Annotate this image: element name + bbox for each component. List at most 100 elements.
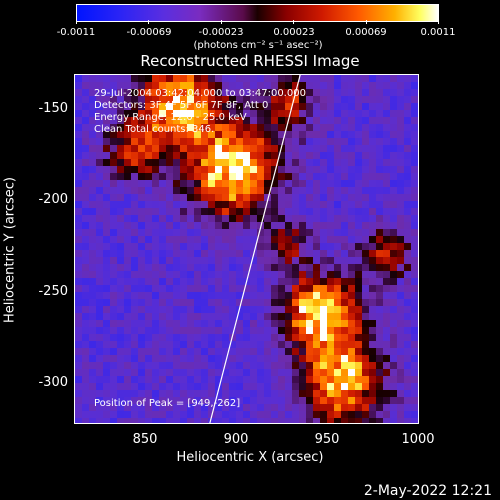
heatmap-cell (411, 299, 418, 306)
x-tick-label: 900 (223, 432, 249, 447)
heatmap-cell (250, 187, 257, 194)
heatmap-cell (103, 82, 110, 89)
heatmap-cell (313, 194, 320, 201)
heatmap-cell (285, 348, 292, 355)
heatmap-cell (334, 236, 341, 243)
heatmap-cell (348, 306, 355, 313)
heatmap-cell (334, 173, 341, 180)
heatmap-cell (222, 117, 229, 124)
heatmap-cell (75, 131, 82, 138)
heatmap-cell (152, 250, 159, 257)
heatmap-cell (285, 313, 292, 320)
heatmap-cell (299, 348, 306, 355)
heatmap-cell (110, 397, 117, 404)
heatmap-cell (208, 82, 215, 89)
heatmap-cell (152, 82, 159, 89)
colorbar-tick-label: -0.00023 (198, 27, 244, 38)
heatmap-cell (159, 404, 166, 411)
heatmap-cell (124, 222, 131, 229)
heatmap-cell (222, 215, 229, 222)
heatmap-cell (159, 166, 166, 173)
heatmap-cell (117, 285, 124, 292)
heatmap-cell (334, 257, 341, 264)
heatmap-cell (222, 159, 229, 166)
heatmap-cell (152, 306, 159, 313)
heatmap-cell (194, 187, 201, 194)
heatmap-cell (166, 236, 173, 243)
heatmap-cell (201, 215, 208, 222)
heatmap-cell (159, 222, 166, 229)
heatmap-cell (173, 82, 180, 89)
heatmap-cell (194, 257, 201, 264)
heatmap-cell (194, 229, 201, 236)
heatmap-cell (264, 187, 271, 194)
heatmap-cell (89, 404, 96, 411)
heatmap-cell (411, 208, 418, 215)
heatmap-cell (173, 236, 180, 243)
heatmap-cell (306, 131, 313, 138)
heatmap-cell (264, 110, 271, 117)
heatmap-cell (320, 306, 327, 313)
heatmap-cell (96, 166, 103, 173)
heatmap-cell (222, 124, 229, 131)
heatmap-cell (334, 222, 341, 229)
heatmap-cell (341, 89, 348, 96)
heatmap-cell (390, 278, 397, 285)
heatmap-cell (271, 250, 278, 257)
heatmap-cell (117, 152, 124, 159)
heatmap-cell (75, 278, 82, 285)
colorbar-tick-label: 0.00069 (345, 27, 387, 38)
heatmap-cell (285, 376, 292, 383)
heatmap-cell (404, 138, 411, 145)
heatmap-cell (355, 173, 362, 180)
heatmap-cell (320, 292, 327, 299)
heatmap-cell (103, 292, 110, 299)
heatmap-cell (145, 369, 152, 376)
heatmap-cell (278, 404, 285, 411)
heatmap-cell (208, 250, 215, 257)
heatmap-cell (110, 194, 117, 201)
heatmap-cell (376, 243, 383, 250)
heatmap-cell (103, 327, 110, 334)
heatmap-cell (145, 313, 152, 320)
heatmap-cell (89, 376, 96, 383)
heatmap-cell (180, 194, 187, 201)
heatmap-cell (299, 390, 306, 397)
heatmap-cell (222, 250, 229, 257)
heatmap-cell (173, 173, 180, 180)
heatmap-cell (376, 187, 383, 194)
heatmap-cell (390, 327, 397, 334)
heatmap-cell (152, 145, 159, 152)
heatmap-cell (278, 117, 285, 124)
heatmap-cell (159, 418, 166, 423)
heatmap-cell (82, 250, 89, 257)
colorbar-tick-label: 0.00023 (273, 27, 315, 38)
heatmap-cell (236, 362, 243, 369)
heatmap-cell (376, 215, 383, 222)
heatmap-cell (201, 180, 208, 187)
heatmap-cell (411, 152, 418, 159)
heatmap-cell (152, 222, 159, 229)
heatmap-cell (334, 243, 341, 250)
heatmap-cell (320, 369, 327, 376)
heatmap-cell (124, 229, 131, 236)
heatmap-cell (201, 236, 208, 243)
heatmap-cell (278, 75, 285, 82)
heatmap-cell (180, 222, 187, 229)
heatmap-cell (187, 110, 194, 117)
heatmap-cell (278, 250, 285, 257)
heatmap-cell (257, 299, 264, 306)
heatmap-cell (390, 131, 397, 138)
heatmap-cell (418, 117, 419, 124)
heatmap-cell (271, 124, 278, 131)
heatmap-cell (411, 264, 418, 271)
heatmap-cell (194, 222, 201, 229)
heatmap-cell (376, 257, 383, 264)
heatmap-cell (264, 138, 271, 145)
heatmap-cell (390, 243, 397, 250)
heatmap-cell (334, 327, 341, 334)
heatmap-cell (306, 306, 313, 313)
heatmap-cell (376, 292, 383, 299)
heatmap-cell (334, 278, 341, 285)
heatmap-cell (250, 208, 257, 215)
